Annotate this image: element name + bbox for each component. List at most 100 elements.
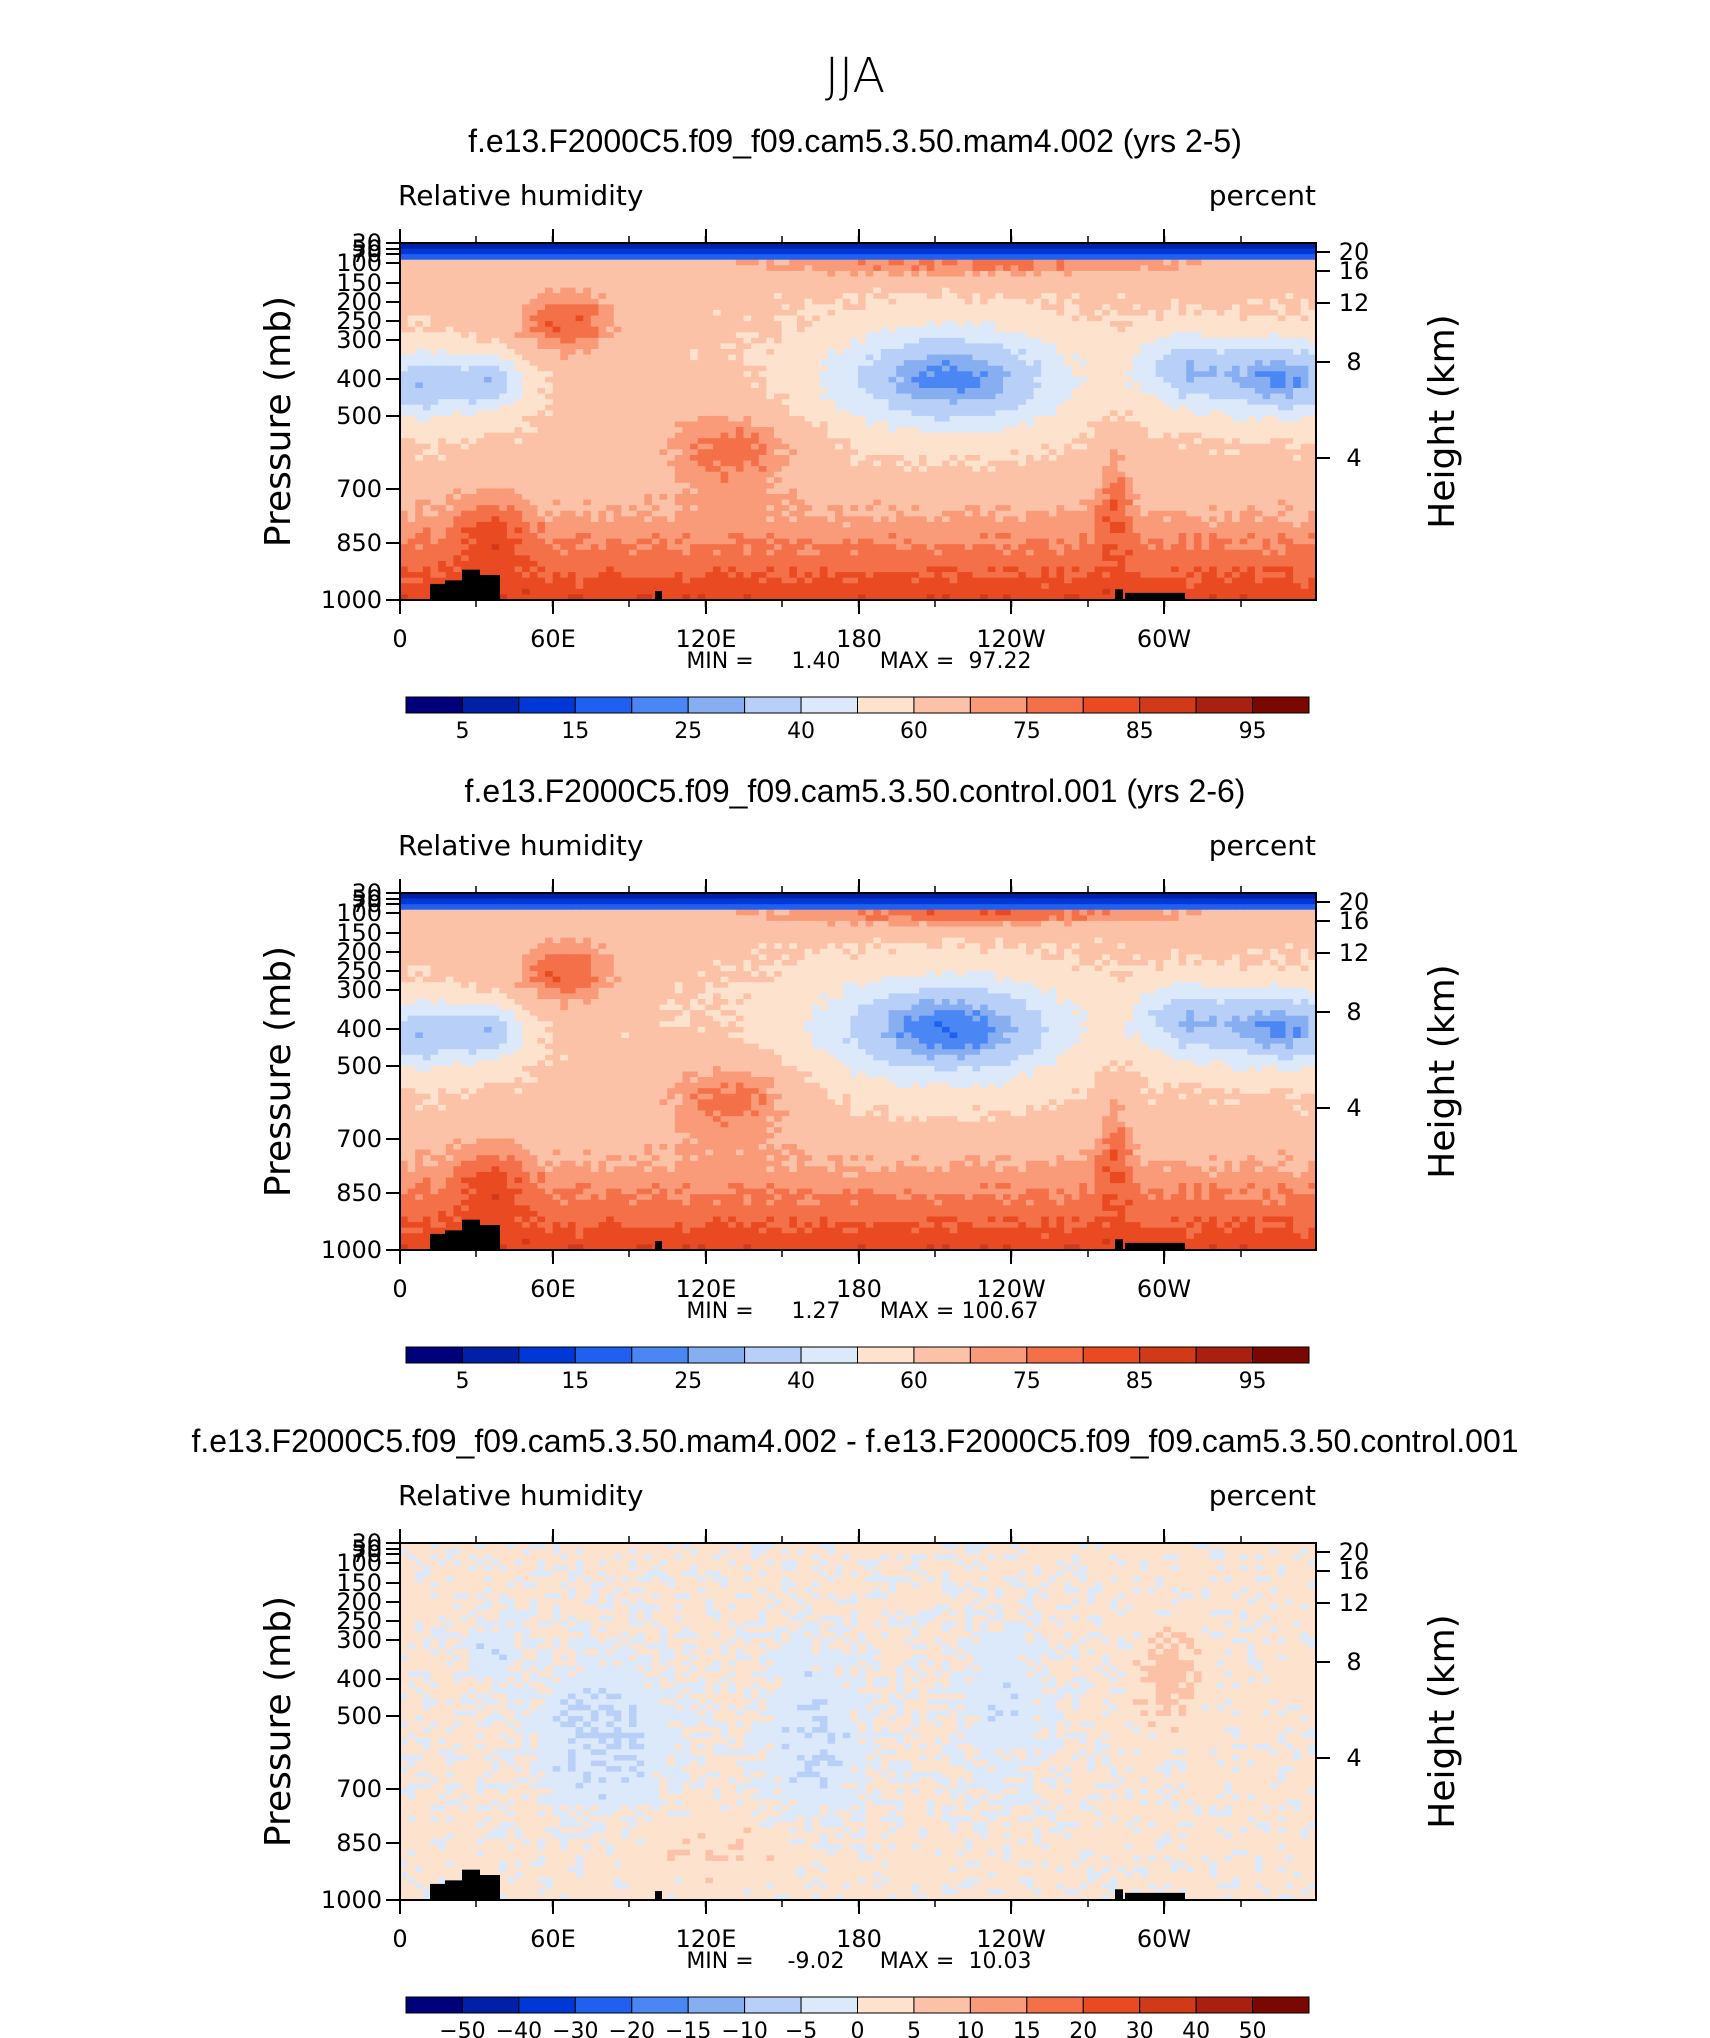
contour-cell (850, 427, 859, 434)
contour-cell (606, 399, 615, 406)
contour-cell (1132, 243, 1142, 250)
contour-cell (491, 438, 500, 445)
contour-cell (1087, 365, 1096, 372)
contour-cell (1216, 337, 1225, 345)
contour-cell (941, 254, 951, 261)
contour-cell (1010, 466, 1019, 473)
contour-cell (812, 265, 821, 272)
contour-cell (1170, 399, 1180, 406)
contour-cell (1193, 259, 1203, 266)
contour-cell (506, 360, 516, 367)
contour-cell (1003, 343, 1012, 350)
contour-cell (964, 449, 974, 456)
contour-cell (705, 466, 714, 473)
contour-cell (1193, 460, 1203, 467)
contour-cell (705, 337, 714, 345)
contour-cell (858, 360, 867, 367)
contour-cell (766, 293, 775, 300)
contour-cell (1224, 410, 1233, 417)
contour-cell (1232, 438, 1241, 445)
contour-cell (674, 376, 684, 384)
contour-cell (1155, 466, 1164, 473)
contour-cell (949, 382, 958, 389)
contour-cell (789, 443, 798, 450)
contour-cell (590, 443, 600, 450)
contour-cell (1293, 438, 1302, 445)
contour-cell (1033, 466, 1042, 473)
contour-cell (445, 337, 455, 345)
contour-cell (1285, 376, 1294, 384)
contour-cell (483, 270, 493, 278)
contour-cell (491, 410, 500, 417)
contour-cell (758, 360, 767, 367)
contour-cell (705, 259, 714, 266)
contour-cell (468, 415, 477, 423)
contour-cell (1071, 399, 1080, 406)
contour-cell (1117, 354, 1126, 361)
contour-cell (705, 315, 714, 322)
contour-cell (919, 304, 928, 311)
contour-cell (415, 382, 424, 389)
contour-cell (728, 415, 737, 423)
contour-cell (827, 454, 836, 462)
contour-cell (651, 454, 661, 462)
contour-cell (1163, 259, 1172, 266)
contour-cell (1293, 399, 1302, 406)
contour-cell (781, 404, 790, 411)
contour-cell (926, 270, 935, 278)
contour-cell (766, 443, 775, 450)
contour-cell (1270, 343, 1279, 350)
contour-cell (537, 471, 546, 478)
contour-cell (949, 326, 958, 333)
contour-cell (964, 270, 974, 278)
contour-cell (1178, 460, 1187, 467)
contour-cell (1170, 270, 1180, 278)
contour-cell (819, 243, 829, 250)
contour-cell (430, 438, 439, 445)
contour-cell (606, 321, 615, 328)
contour-cell (1232, 376, 1241, 384)
contour-cell (590, 365, 600, 372)
contour-cell (964, 376, 974, 384)
contour-cell (667, 321, 676, 328)
contour-cell (926, 388, 935, 395)
contour-cell (1170, 365, 1180, 372)
contour-cell (796, 421, 806, 428)
contour-cell (949, 432, 958, 439)
contour-cell (758, 388, 767, 395)
contour-cell (941, 298, 951, 305)
contour-cell (720, 410, 729, 417)
contour-cell (957, 382, 966, 389)
contour-cell (613, 265, 622, 272)
contour-cell (1132, 354, 1142, 361)
contour-cell (835, 354, 844, 361)
contour-cell (483, 404, 493, 411)
contour-cell (400, 293, 409, 300)
contour-cell (453, 348, 462, 356)
contour-cell (1163, 304, 1172, 311)
contour-cell (1170, 360, 1180, 367)
contour-cell (1232, 443, 1241, 450)
contour-cell (1285, 454, 1294, 462)
contour-cell (1094, 243, 1103, 250)
contour-cell (491, 454, 500, 462)
contour-cell (567, 332, 577, 339)
contour-cell (850, 365, 859, 372)
contour-cell (674, 343, 684, 350)
contour-cell (1125, 354, 1134, 361)
contour-cell (1079, 259, 1088, 266)
contour-cell (957, 360, 966, 367)
contour-cell (712, 471, 722, 478)
contour-cell (529, 254, 538, 261)
contour-cell (468, 393, 477, 400)
contour-cell (812, 243, 821, 250)
contour-cell (1148, 410, 1157, 417)
contour-cell (1071, 332, 1080, 339)
contour-cell (529, 298, 538, 305)
contour-cell (483, 348, 493, 356)
contour-cell (461, 326, 470, 333)
contour-cell (995, 443, 1004, 450)
contour-cell (606, 243, 615, 250)
contour-cell (483, 287, 493, 294)
contour-cell (865, 343, 874, 350)
